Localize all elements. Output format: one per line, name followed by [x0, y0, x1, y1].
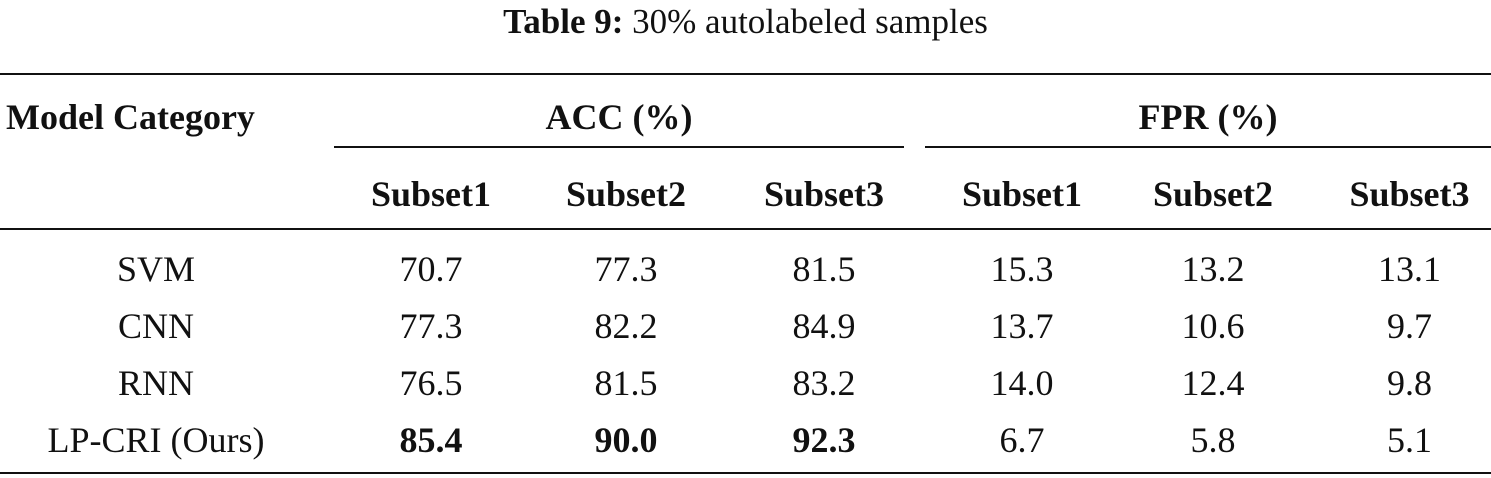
row-model: CNN: [117, 306, 194, 346]
acc-group-rule: [334, 146, 904, 148]
row-value: 14.0: [990, 363, 1054, 403]
fpr-group-rule: [925, 146, 1491, 148]
top-rule: [0, 73, 1491, 75]
row-value: 12.4: [1181, 363, 1245, 403]
row-value: 13.7: [990, 306, 1054, 346]
header-fpr-subset3: Subset3: [1349, 174, 1470, 214]
header-fpr-subset1: Subset1: [961, 174, 1083, 214]
row-value: 84.9: [792, 306, 856, 346]
row-value: 90.0: [594, 420, 658, 460]
row-value: 9.7: [1387, 306, 1432, 346]
header-acc-subset1: Subset1: [370, 174, 492, 214]
row-value: 81.5: [792, 249, 856, 289]
header-acc-subset3: Subset3: [763, 174, 885, 214]
row-value: 13.2: [1181, 249, 1245, 289]
header-group-fpr: FPR (%): [1138, 97, 1278, 137]
table-caption: Table 9: 30% autolabeled samples: [0, 2, 1491, 42]
row-value: 13.1: [1378, 249, 1441, 289]
caption-text: 30% autolabeled samples: [632, 2, 988, 41]
row-model: SVM: [116, 249, 196, 289]
row-value: 82.2: [594, 306, 658, 346]
header-acc-subset2: Subset2: [565, 174, 687, 214]
row-value: 6.7: [999, 420, 1045, 460]
row-value: 77.3: [594, 249, 658, 289]
row-value: 9.8: [1387, 363, 1432, 403]
row-value: 5.8: [1190, 420, 1236, 460]
row-value: 85.4: [399, 420, 463, 460]
row-value: 81.5: [594, 363, 658, 403]
header-model-category: Model Category: [6, 97, 255, 137]
row-value: 77.3: [399, 306, 463, 346]
row-value: 15.3: [990, 249, 1054, 289]
row-value: 92.3: [792, 420, 856, 460]
bottom-rule: [0, 472, 1491, 474]
row-value: 10.6: [1181, 306, 1245, 346]
row-model: LP-CRI (Ours): [47, 420, 265, 460]
header-rule: [0, 228, 1491, 230]
row-model: RNN: [117, 363, 194, 403]
row-value: 83.2: [792, 363, 856, 403]
row-value: 70.7: [399, 249, 463, 289]
row-value: 76.5: [399, 363, 463, 403]
header-fpr-subset2: Subset2: [1152, 174, 1274, 214]
row-value: 5.1: [1387, 420, 1432, 460]
caption-label: Table 9:: [503, 2, 624, 41]
header-group-acc: ACC (%): [545, 97, 693, 137]
